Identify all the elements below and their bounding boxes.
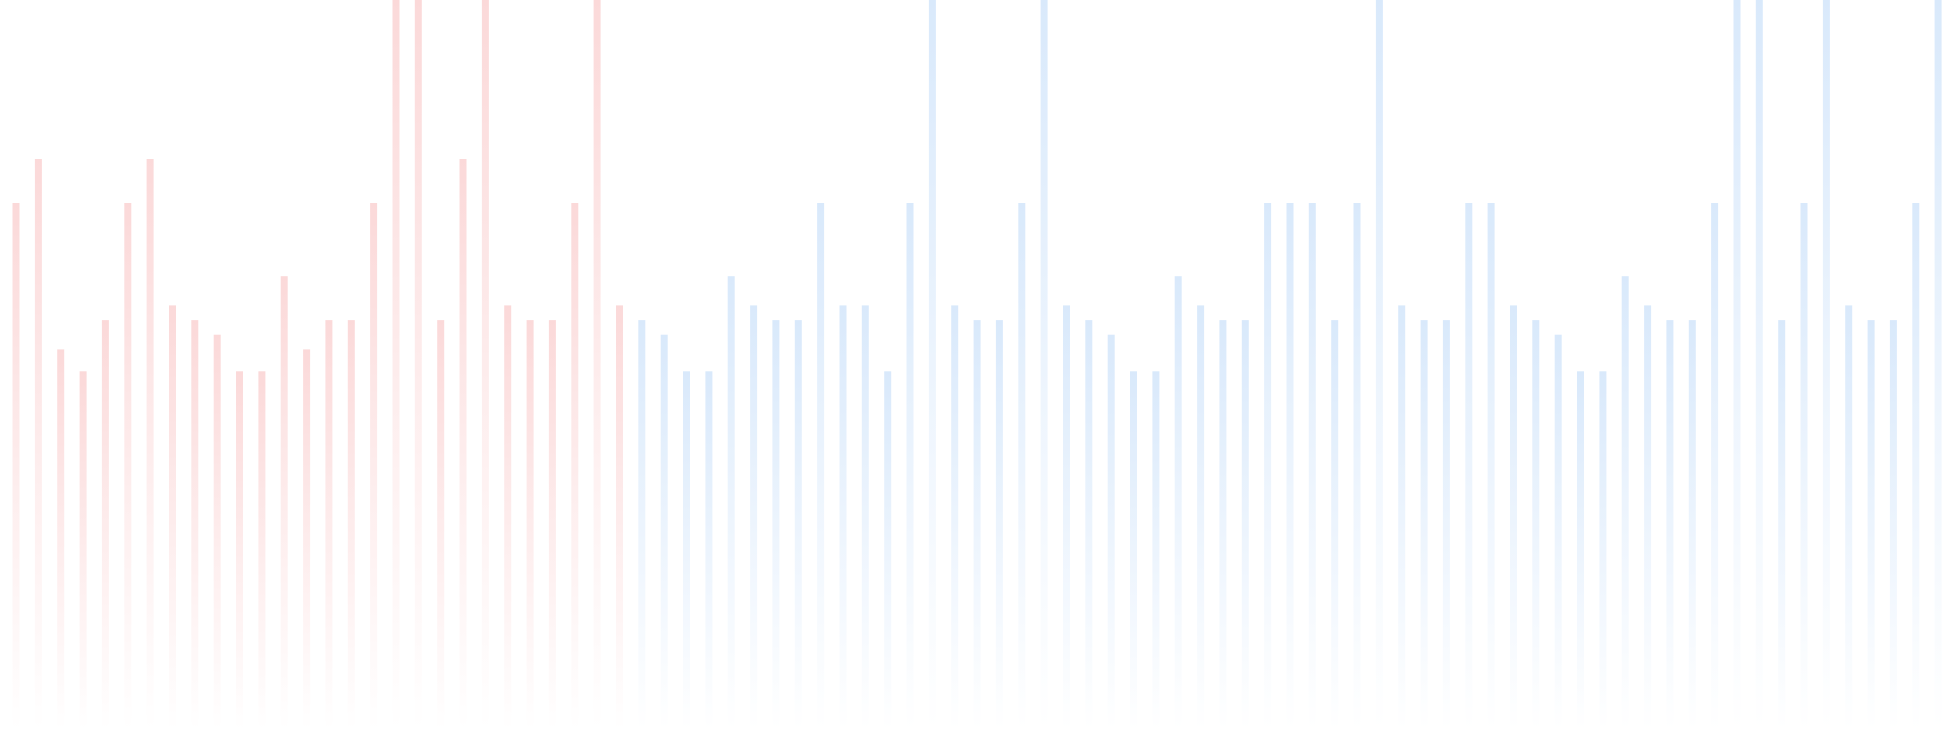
bar [1487,203,1495,730]
bar [683,371,690,730]
bar [1800,203,1808,730]
bar [1510,305,1517,730]
bar [1241,320,1249,730]
bar [1107,334,1115,730]
bar [1778,320,1786,730]
bar [660,334,668,730]
bar [504,305,512,730]
bar [794,320,802,730]
bar [191,320,199,730]
bar [884,371,892,730]
bar [303,349,311,730]
bar [236,371,243,730]
bar [1912,203,1920,730]
bar [370,203,378,730]
bar [1867,320,1875,730]
bar [347,320,355,730]
bar [1264,203,1272,730]
bar [1420,320,1428,730]
bar [928,0,936,730]
bar [1442,320,1450,730]
bar [616,305,623,730]
bar [1331,320,1339,730]
bar [392,0,400,730]
bar [1018,203,1026,730]
bar [414,0,422,730]
bar [280,276,288,730]
bar [12,203,20,730]
bar [750,305,758,730]
bar [325,320,333,730]
bar [101,320,109,730]
bar [459,159,467,730]
bar [772,320,780,730]
bar [593,0,601,730]
bar [437,320,445,730]
bar [1711,203,1719,730]
bar [1197,305,1205,730]
bar [1353,203,1361,730]
bar [1733,0,1741,730]
bar [1532,320,1540,730]
bar [995,320,1003,730]
bar [1577,371,1584,730]
bar [1822,0,1830,730]
bar [57,349,65,730]
bar [1644,305,1652,730]
bar [1152,371,1160,730]
bar [1286,203,1294,730]
bar [1085,320,1093,730]
bar [817,203,825,730]
bar [973,320,981,730]
bar [1465,203,1473,730]
bar [1398,305,1406,730]
bar [906,203,914,730]
bar [705,371,713,730]
bar [213,334,221,730]
bar [638,320,646,730]
bar [169,305,176,730]
bar [1599,371,1607,730]
bar-layer [12,0,1942,730]
bar [124,203,132,730]
bar [571,203,579,730]
bar [548,320,556,730]
bar [1219,320,1227,730]
bar [146,159,154,730]
bar [839,305,847,730]
bar [1375,0,1383,730]
bar [727,276,735,730]
bar [481,0,489,730]
bar [79,371,87,730]
bar [1040,0,1048,730]
bar [258,371,266,730]
bar [1755,0,1763,730]
bar [1130,371,1137,730]
bar [1554,334,1562,730]
bar [951,305,959,730]
bar [34,159,42,730]
bar [861,305,869,730]
bar [1174,276,1182,730]
bar [1934,0,1942,730]
bar [526,320,534,730]
bar [1621,276,1629,730]
bar [1666,320,1674,730]
bar [1889,320,1897,730]
bar [1845,305,1853,730]
bar [1688,320,1696,730]
bar [1308,203,1316,730]
bar [1063,305,1070,730]
